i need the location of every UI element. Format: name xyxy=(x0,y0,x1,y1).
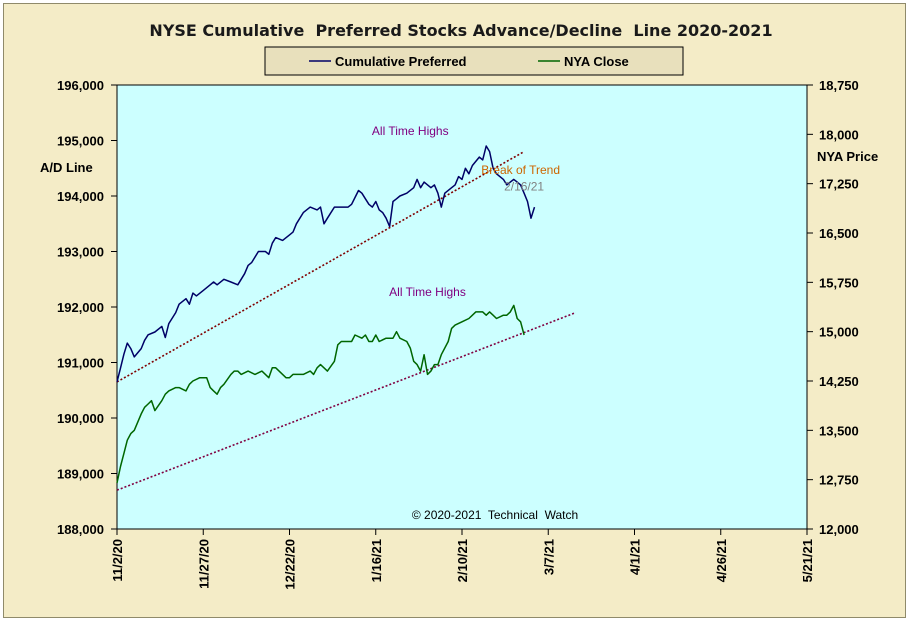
annotation-label: All Time Highs xyxy=(372,124,449,138)
plot-area xyxy=(116,84,808,530)
right-tick-label: 16,500 xyxy=(819,226,859,241)
right-tick-label: 12,750 xyxy=(819,473,859,488)
x-tick-label: 11/2/20 xyxy=(110,539,125,582)
trendline-ad-line xyxy=(116,150,525,383)
left-axis-ticks: 188,000 189,000 190,000 191,000 192,000 193,0… xyxy=(57,78,117,537)
chart-title: NYSE Cumulative Preferred Stocks Advance… xyxy=(149,21,772,40)
x-tick-label: 11/27/20 xyxy=(196,539,211,589)
annotation-label: All Time Highs xyxy=(389,285,466,299)
x-tick-label: 12/22/20 xyxy=(283,539,298,590)
legend-label-nya-close: NYA Close xyxy=(564,54,629,69)
series-lines xyxy=(116,145,536,484)
right-tick-label: 14,250 xyxy=(819,374,859,389)
x-tick-label: 5/21/21 xyxy=(800,539,815,582)
x-tick-label: 2/10/21 xyxy=(455,539,470,582)
left-tick-label: 189,000 xyxy=(57,467,104,482)
x-tick-label: 1/16/21 xyxy=(369,539,384,582)
copyright-text: © 2020-2021 Technical Watch xyxy=(412,508,578,522)
left-tick-label: 196,000 xyxy=(57,78,104,93)
right-axis-label: NYA Price xyxy=(817,149,878,164)
legend-box xyxy=(264,46,684,76)
right-tick-label: 17,250 xyxy=(819,177,859,192)
x-axis-ticks: 11/2/20 11/27/20 12/22/20 1/16/21 2/10/21 3/7… xyxy=(110,529,815,590)
legend: Cumulative Preferred NYA Close xyxy=(264,46,684,76)
right-tick-label: 18,000 xyxy=(819,127,859,142)
right-axis-ticks: 12,000 12,750 13,500 14,250 15,000 15,750 16,5… xyxy=(807,78,859,537)
annotation-label: Break of Trend xyxy=(481,163,560,177)
series-line-nya-close xyxy=(116,304,525,484)
left-tick-label: 191,000 xyxy=(57,356,104,371)
x-tick-label: 4/26/21 xyxy=(714,539,729,582)
left-axis-label: A/D Line xyxy=(40,160,93,175)
right-tick-label: 13,500 xyxy=(819,423,859,438)
trend-lines xyxy=(116,150,577,491)
left-tick-label: 194,000 xyxy=(57,189,104,204)
series-line-cumulative-preferred xyxy=(116,145,536,383)
right-tick-label: 18,750 xyxy=(819,78,859,93)
legend-label-cumulative-preferred: Cumulative Preferred xyxy=(335,54,467,69)
x-tick-label: 4/1/21 xyxy=(628,539,643,575)
left-tick-label: 193,000 xyxy=(57,245,104,260)
right-tick-label: 15,000 xyxy=(819,325,859,340)
left-tick-label: 188,000 xyxy=(57,522,104,537)
annotation-label: 2/16/21 xyxy=(504,179,544,193)
x-tick-label: 3/7/21 xyxy=(541,539,556,575)
left-tick-label: 192,000 xyxy=(57,300,104,315)
right-tick-label: 12,000 xyxy=(819,522,859,537)
annotations: All Time Highs All Time Highs Break of Tre… xyxy=(372,124,560,299)
left-tick-label: 190,000 xyxy=(57,411,104,426)
right-tick-label: 15,750 xyxy=(819,275,859,290)
left-tick-label: 195,000 xyxy=(57,134,104,149)
